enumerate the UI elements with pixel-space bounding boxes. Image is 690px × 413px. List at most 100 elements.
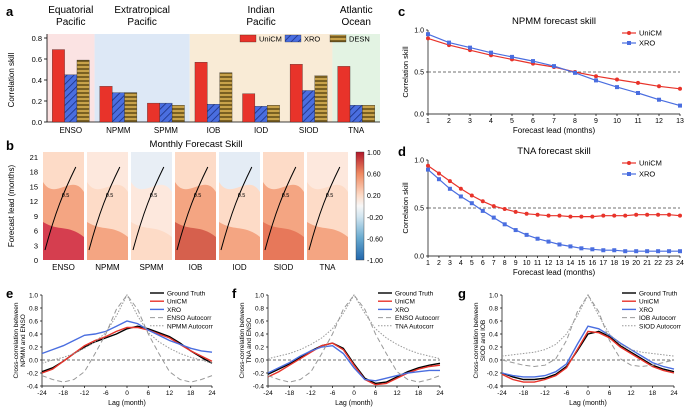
contour-label: 0.5 <box>194 193 202 199</box>
legend-label: IOB Autocorr <box>639 315 677 322</box>
y-tick-label: 0.4 <box>255 332 264 339</box>
colorbar-tick-label: 1.00 <box>367 150 381 157</box>
chart-title: NPMM forecast skill <box>512 16 596 27</box>
x-tick-label: 3 <box>448 260 452 267</box>
y-axis-label: Forecast lead (months) <box>7 165 16 248</box>
x-tick-label: 6 <box>531 118 535 125</box>
legend-label: ENSO Autocorr <box>167 315 212 322</box>
x-tick-label: 22 <box>654 260 662 267</box>
panel-letter-d: d <box>398 144 406 159</box>
x-tick-label: 15 <box>577 260 585 267</box>
region-label: Atlantic <box>340 5 373 16</box>
point-xro <box>601 248 606 253</box>
heatmap-column-siod: 0.5 <box>263 152 304 260</box>
point-xro <box>615 85 619 90</box>
x-tick-label: -24 <box>263 390 273 397</box>
point-unicm <box>667 212 672 217</box>
point-xro <box>502 222 507 227</box>
series-line-xro <box>501 325 675 378</box>
heatmap-cell <box>131 222 172 260</box>
contour-label: 0.5 <box>326 193 334 199</box>
x-tick-label: 2 <box>447 118 451 125</box>
point-unicm <box>535 212 540 217</box>
y-tick-label: 0.2 <box>32 97 42 106</box>
series-line-xro <box>41 320 213 355</box>
x-tick-label: 23 <box>665 260 673 267</box>
x-tick-label: -12 <box>80 390 90 397</box>
legend-label: UniCM <box>259 35 282 44</box>
legend-label: UniCM <box>639 29 662 38</box>
legend-label: ENSO Autocorr <box>395 315 440 322</box>
point-unicm <box>546 213 551 218</box>
point-xro <box>469 201 474 206</box>
point-xro <box>636 91 640 95</box>
legend-label: XRO <box>167 307 181 314</box>
x-tick-label: 10 <box>523 260 531 267</box>
series-line-ground-truth <box>267 342 441 385</box>
x-tick-label: SIOD <box>274 263 294 272</box>
y-tick-label: 0.0 <box>489 358 498 365</box>
point-xro <box>546 239 551 244</box>
legend-label: UniCM <box>167 299 187 306</box>
heatmap-cell <box>87 222 128 260</box>
region-label: Indian <box>247 5 274 16</box>
bar-xro <box>302 90 315 123</box>
y-tick-label: 0.6 <box>29 319 38 326</box>
legend-label: NPMM Autocorr <box>167 323 214 330</box>
point-unicm <box>524 211 529 216</box>
x-tick-label: 1 <box>426 260 430 267</box>
y-tick-label: 0.4 <box>32 76 42 85</box>
x-tick-label: 8 <box>573 118 577 125</box>
point-unicm <box>615 77 619 82</box>
bar-desn <box>171 105 185 123</box>
contour-line <box>176 166 209 251</box>
heatmap-cell <box>175 222 216 260</box>
y-tick-label: 1.0 <box>489 293 498 300</box>
point-xro <box>656 249 661 254</box>
bar-desn <box>362 105 375 123</box>
series-line-tna-autocorr <box>267 294 441 360</box>
bar-desn <box>124 92 138 123</box>
colorbar-tick-label: 0.20 <box>367 193 381 200</box>
x-tick-label: 9 <box>514 260 518 267</box>
contour-line <box>88 166 121 251</box>
y-tick-label: 0.4 <box>29 332 38 339</box>
y-tick-label: 3 <box>34 241 38 250</box>
x-tick-label: -18 <box>285 390 295 397</box>
heatmap-column-spmm: 0.5 <box>131 152 172 260</box>
y-tick-label: -0.4 <box>27 384 39 391</box>
bar-xro <box>254 106 268 123</box>
point-unicm <box>678 86 682 91</box>
series-line-unicm <box>41 326 213 374</box>
x-tick-label: 0 <box>352 390 356 397</box>
legend-marker <box>627 161 631 165</box>
heatmap-cell <box>219 222 260 260</box>
y-tick-label: 0.8 <box>29 306 38 313</box>
y-tick-label: 0.2 <box>489 345 498 352</box>
bar-unicm <box>194 62 208 123</box>
x-tick-label: 12 <box>166 390 174 397</box>
x-tick-label: 18 <box>187 390 195 397</box>
x-tick-label: ENSO <box>59 126 82 135</box>
panel-letter-f: f <box>232 286 237 301</box>
bar-xro <box>64 74 78 123</box>
x-tick-label: 12 <box>393 390 401 397</box>
y-tick-label: 1.0 <box>414 28 424 35</box>
point-unicm <box>447 179 452 184</box>
point-xro <box>510 54 514 59</box>
x-tick-label: IOD <box>232 263 246 272</box>
x-axis-label: Lag (month) <box>108 400 146 407</box>
y-tick-label: -0.2 <box>253 371 265 378</box>
bar-unicm <box>99 86 113 123</box>
point-unicm <box>426 36 430 41</box>
point-xro <box>612 248 617 253</box>
y-tick-label: 0.2 <box>29 345 38 352</box>
x-tick-label: SIOD <box>299 126 319 135</box>
heatmap-cell <box>307 222 348 260</box>
point-xro <box>447 186 452 191</box>
y-tick-label: -0.2 <box>487 371 499 378</box>
point-xro <box>552 64 556 69</box>
y-tick-label: 0.0 <box>414 112 424 119</box>
legend-label: XRO <box>639 170 655 179</box>
x-tick-label: 11 <box>534 260 541 267</box>
